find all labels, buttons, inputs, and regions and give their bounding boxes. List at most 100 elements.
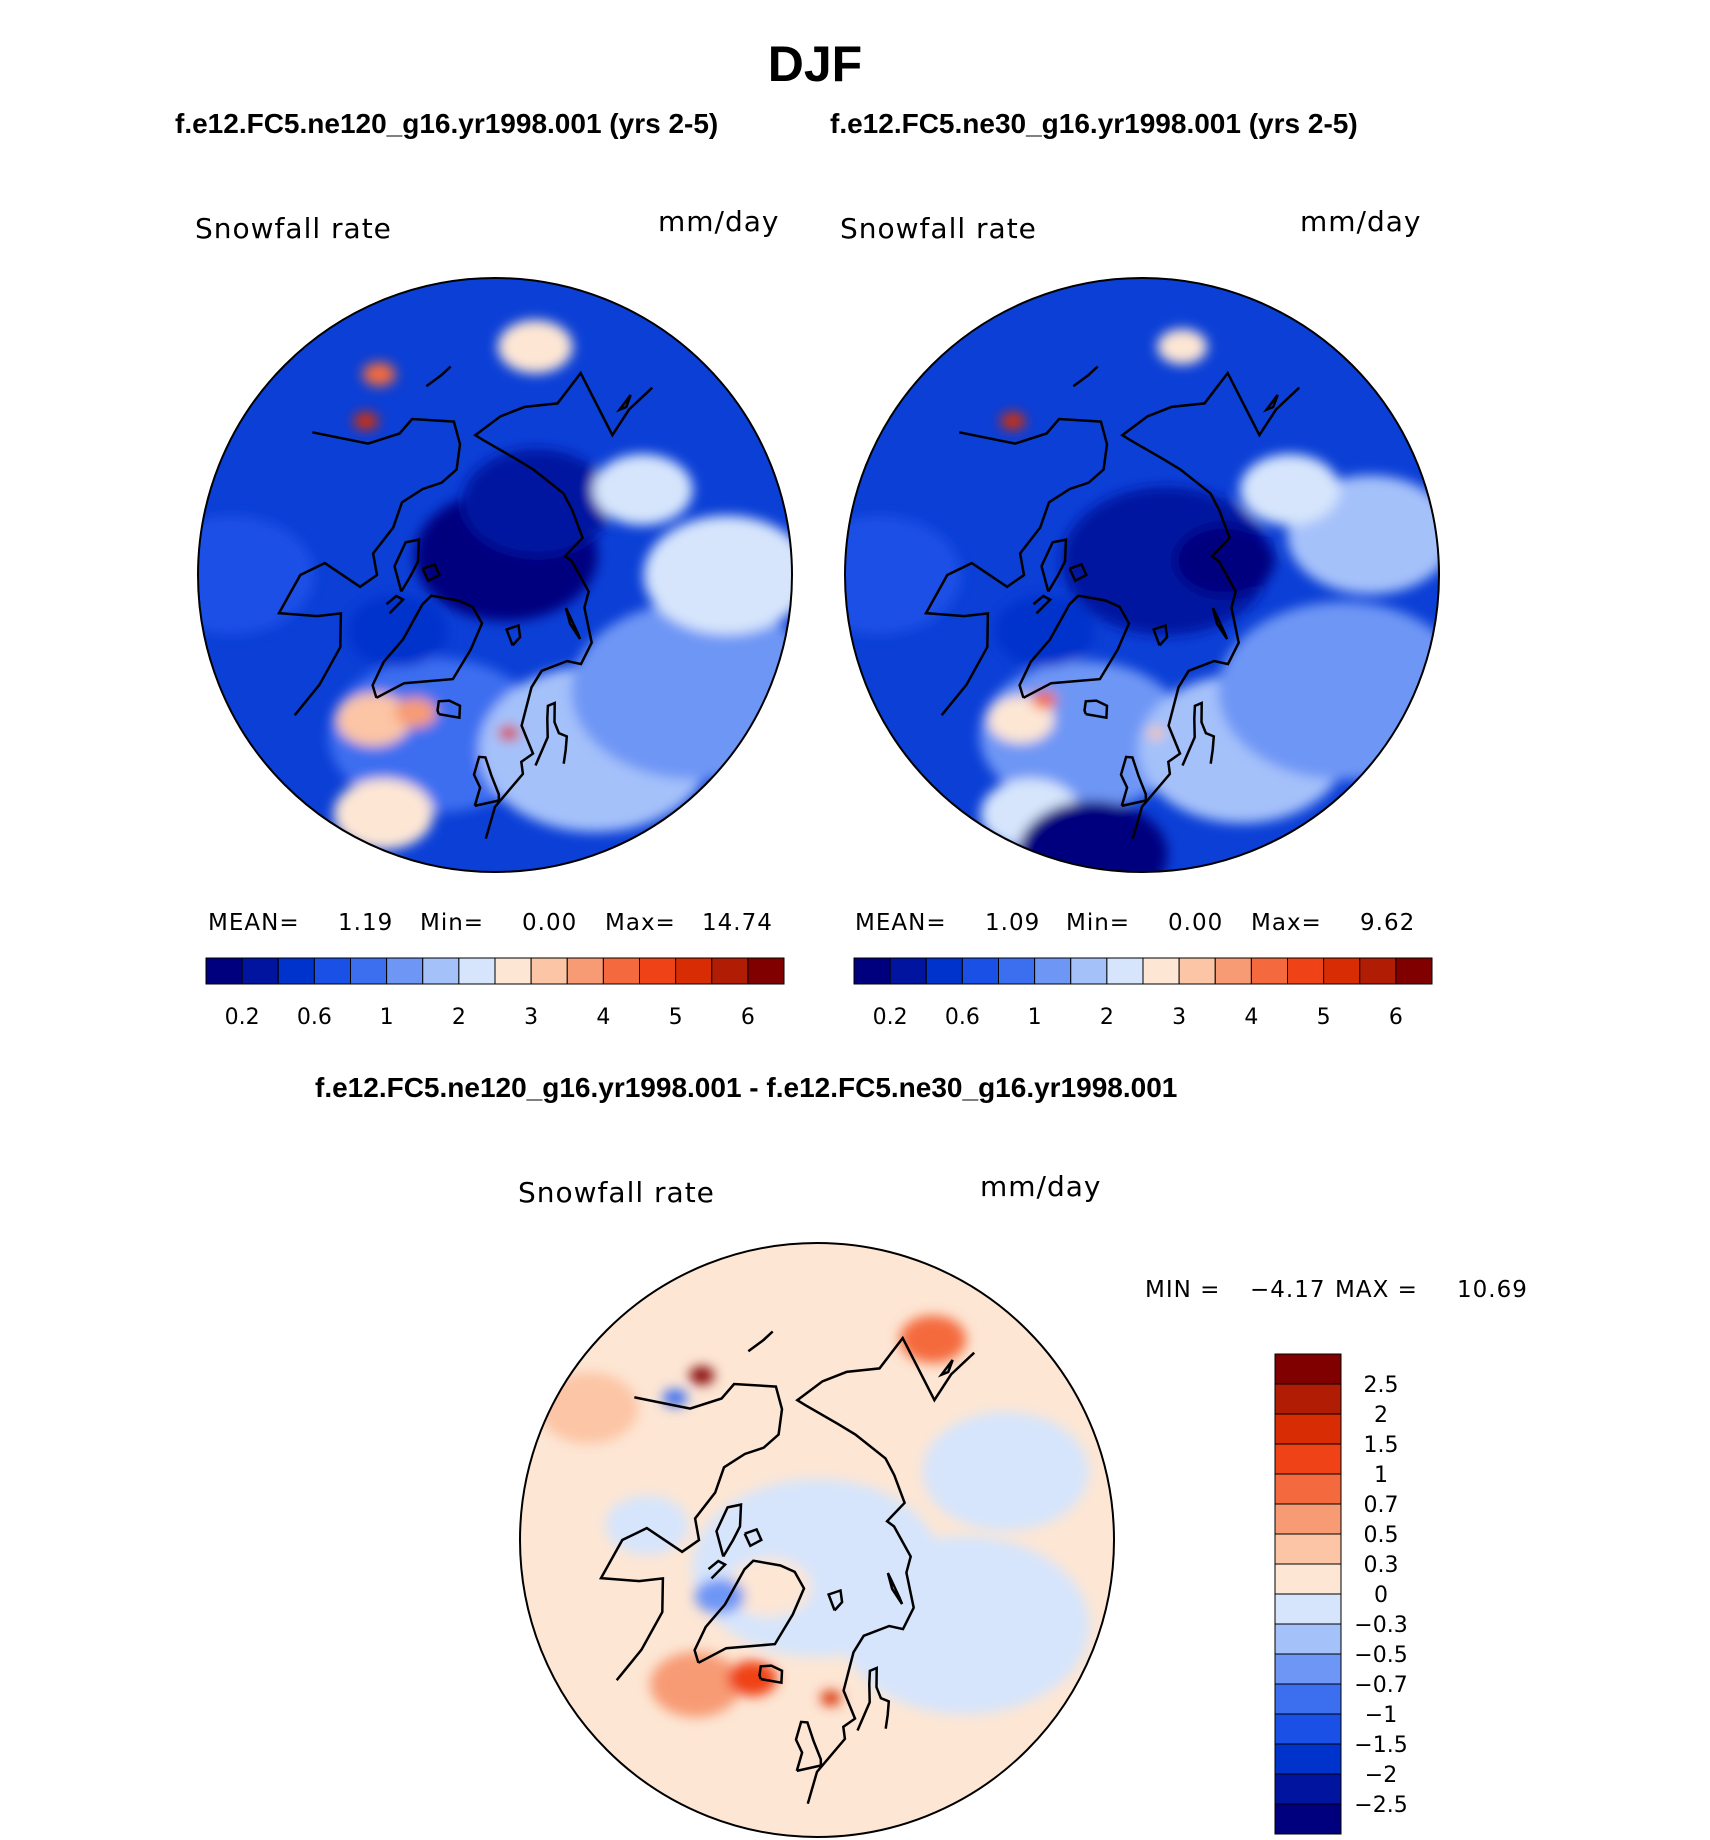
colorbar-box (1274, 1623, 1342, 1655)
colorbar-tick-label: −2 (1365, 1763, 1397, 1788)
colorbar-box (1274, 1563, 1342, 1595)
field-contour-4 (649, 1651, 742, 1718)
field-contour-2 (840, 1536, 1090, 1715)
colorbar-box (1274, 1713, 1342, 1745)
field-contour-13 (994, 595, 1095, 667)
colorbar-box (639, 957, 677, 985)
map-ne30 (844, 277, 1440, 873)
field-contour-1 (462, 448, 612, 556)
colorbar-ne120: 0.2 0.6 1 2 3 4 5 6 (205, 957, 785, 1030)
field-contour-14 (1000, 412, 1026, 431)
panel-diff-max-label: MAX = (1335, 1277, 1418, 1303)
colorbar-tick-label: 2 (452, 1005, 466, 1030)
colorbar-box (1034, 957, 1072, 985)
map-boundary (844, 277, 1440, 873)
panel-ne30-min: 0.00 (1168, 910, 1224, 936)
colorbar-tick-label: 0.6 (945, 1005, 980, 1030)
colorbar-box (1178, 957, 1216, 985)
colorbar-tick-label: 2 (1100, 1005, 1114, 1030)
coastline-11 (1262, 394, 1279, 413)
coastline-9 (1068, 562, 1088, 583)
colorbar-box (350, 957, 388, 985)
coastline-8 (393, 538, 421, 593)
coastline-10 (385, 594, 406, 615)
field-contour-3 (922, 1411, 1089, 1531)
coastline-6 (564, 607, 582, 640)
colorbar-box (1274, 1473, 1342, 1505)
panel-ne30-mean: 1.09 (985, 910, 1041, 936)
field-contour-10 (497, 319, 573, 374)
map-ne120 (197, 277, 793, 873)
colorbar-tick-label: −0.3 (1354, 1613, 1407, 1638)
colorbar-box (1274, 1383, 1342, 1415)
panel-ne120-max: 14.74 (702, 910, 773, 936)
field-contour-1 (1174, 524, 1275, 597)
colorbar-tick-label: 0 (1374, 1583, 1388, 1608)
colorbar-box (1274, 1803, 1342, 1835)
panel-diff-min: −4.17 (1250, 1277, 1326, 1303)
panel-ne120-mean: 1.19 (338, 910, 394, 936)
coastline-7 (794, 1720, 823, 1773)
field-contour-8 (333, 778, 434, 850)
field-contour-14 (353, 412, 379, 431)
colorbar-box (1359, 957, 1397, 985)
colorbar-box (1274, 1743, 1342, 1775)
field-contour-11 (1239, 454, 1340, 526)
colorbar-box (1214, 957, 1252, 985)
coastline-11 (615, 394, 632, 413)
colorbar-tick-label: −2.5 (1354, 1793, 1407, 1818)
colorbar-box (853, 957, 891, 985)
colorbar-ne30: 0.2 0.6 1 2 3 4 5 6 (853, 957, 1433, 1030)
case-b-title: f.e12.FC5.ne30_g16.yr1998.001 (yrs 2-5) (830, 108, 1358, 139)
case-a-title: f.e12.FC5.ne120_g16.yr1998.001 (yrs 2-5) (175, 108, 719, 139)
field-contour-11 (662, 1389, 688, 1407)
coastline-12 (1072, 365, 1099, 388)
panel-diff-min-label: MIN = (1145, 1277, 1221, 1303)
coastline-0 (371, 594, 484, 699)
colorbar-box (1274, 1683, 1342, 1715)
colorbar-box (241, 957, 279, 985)
colorbar-box (1287, 957, 1325, 985)
colorbar-tick-label: 6 (1389, 1005, 1403, 1030)
colorbar-box (675, 957, 713, 985)
map-diff (519, 1242, 1115, 1838)
field-contour-11 (592, 454, 693, 526)
coastline-4 (758, 1664, 784, 1685)
colorbar-box (1323, 957, 1361, 985)
coastline-3 (1181, 701, 1216, 766)
colorbar-tick-label: 3 (1172, 1005, 1186, 1030)
panel-ne120-min-label: Min= (420, 910, 485, 936)
coastline-10 (1032, 594, 1053, 615)
colorbar-box (386, 957, 424, 985)
colorbar-tick-label: 0.7 (1364, 1493, 1399, 1518)
coastline-8 (715, 1503, 743, 1558)
panel-diff-units: mm/day (980, 1170, 1102, 1203)
field-contour-15 (362, 362, 396, 387)
field-contour-7 (538, 1372, 639, 1444)
colorbar-tick-label: 0.6 (297, 1005, 332, 1030)
colorbar-box (711, 957, 749, 985)
coastline-0 (1018, 594, 1131, 699)
coastline-5 (504, 623, 522, 647)
colorbar-tick-label: 5 (669, 1005, 683, 1030)
field-contour-5 (643, 515, 792, 635)
coastline-5 (826, 1588, 844, 1612)
field-contour-12 (845, 515, 962, 635)
colorbar-tick-label: 1 (380, 1005, 394, 1030)
coastline-6 (1211, 607, 1229, 640)
colorbar-box (530, 957, 568, 985)
colorbar-tick-label: 4 (596, 1005, 610, 1030)
colorbar-box (961, 957, 999, 985)
coastline-9 (743, 1527, 763, 1548)
field-contour-7 (1031, 691, 1057, 710)
coastline-8 (1040, 538, 1068, 593)
colorbar-box (1274, 1593, 1342, 1625)
field-contour-13 (347, 595, 448, 667)
colorbar-box (1274, 1653, 1342, 1685)
field-contour-10 (1157, 328, 1208, 365)
colorbar-box (1274, 1773, 1342, 1805)
coastline-12 (747, 1330, 774, 1353)
field-contour-4 (1218, 601, 1439, 781)
colorbar-tick-label: −1.5 (1354, 1733, 1407, 1758)
colorbar-tick-label: 1.5 (1364, 1433, 1399, 1458)
